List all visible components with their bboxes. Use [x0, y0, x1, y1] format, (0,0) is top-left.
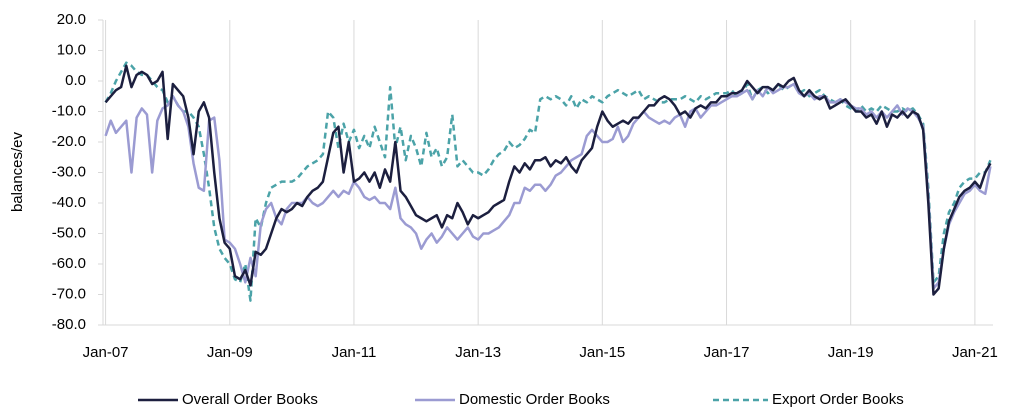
legend-label: Domestic Order Books — [459, 391, 610, 408]
series-line — [104, 61, 992, 302]
y-tick-label: -70.0 — [52, 285, 86, 302]
y-tick-label: -30.0 — [52, 163, 86, 180]
y-tick-label: -40.0 — [52, 194, 86, 211]
legend-label: Export Order Books — [772, 391, 904, 408]
y-tick-label: -60.0 — [52, 255, 86, 272]
y-axis-label: balances/ev — [9, 131, 26, 212]
x-tick-label: Jan-11 — [332, 344, 377, 361]
x-tick-label: Jan-21 — [952, 344, 998, 361]
x-tick-label: Jan-17 — [704, 344, 750, 361]
y-tick-label: 20.0 — [57, 11, 86, 28]
y-tick-label: -10.0 — [52, 102, 86, 119]
y-tick-label: 0.0 — [65, 72, 86, 89]
series-line — [104, 82, 992, 290]
y-tick-label: -80.0 — [52, 316, 86, 333]
x-tick-label: Jan-09 — [207, 344, 253, 361]
x-tick-label: Jan-19 — [828, 344, 874, 361]
x-tick-label: Jan-15 — [579, 344, 625, 361]
x-tick-label: Jan-07 — [83, 344, 129, 361]
series-line — [104, 64, 992, 296]
y-tick-label: 10.0 — [57, 41, 86, 58]
y-tick-label: -20.0 — [52, 133, 86, 150]
y-tick-label: -50.0 — [52, 224, 86, 241]
legend-label: Overall Order Books — [182, 391, 318, 408]
x-tick-label: Jan-13 — [455, 344, 501, 361]
